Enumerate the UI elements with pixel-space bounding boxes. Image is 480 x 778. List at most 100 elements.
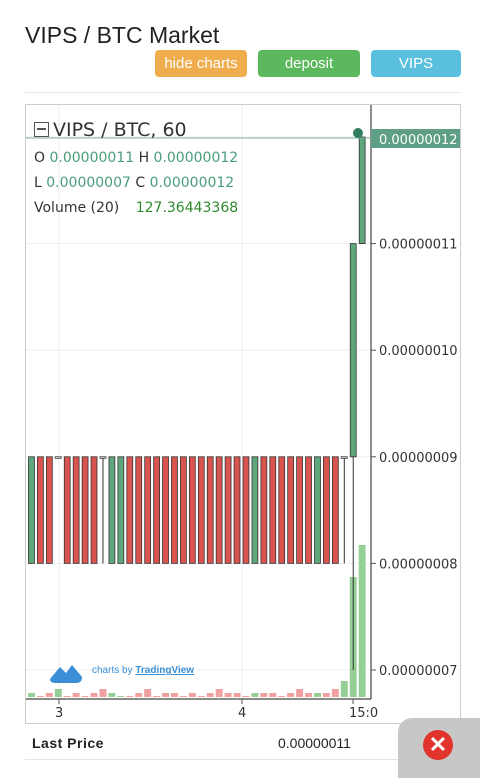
y-tick-label: 0.00000007 bbox=[379, 664, 458, 679]
candle-body bbox=[287, 456, 295, 564]
candle-body bbox=[37, 456, 44, 564]
volume-value: 127.36443368 bbox=[135, 200, 239, 216]
chart-title-text: VIPS / BTC, 60 bbox=[53, 119, 187, 141]
x-tick-label: 15:0 bbox=[349, 706, 378, 721]
volume-bar bbox=[331, 689, 339, 697]
deposit-button[interactable]: deposit VIPS bbox=[258, 50, 360, 99]
y-tick-label: 0.00000009 bbox=[379, 451, 458, 466]
volume-bar bbox=[171, 693, 178, 697]
candle-body bbox=[135, 456, 143, 564]
candle-body bbox=[278, 456, 286, 564]
candle-body bbox=[126, 456, 134, 564]
candle-body bbox=[260, 456, 268, 564]
volume-bar bbox=[99, 689, 107, 697]
volume-bar bbox=[45, 693, 53, 697]
volume-bar bbox=[197, 696, 205, 697]
candle-body bbox=[180, 456, 187, 564]
open-label: O bbox=[34, 150, 46, 166]
candle-body bbox=[215, 456, 223, 564]
volume-bar bbox=[188, 693, 196, 697]
last-price-label: Last Price bbox=[32, 735, 104, 751]
hide-charts-button[interactable]: hide charts bbox=[155, 50, 247, 77]
last-price-tag bbox=[371, 129, 460, 148]
candle-body bbox=[72, 456, 80, 564]
candle-body bbox=[314, 456, 321, 564]
candle-body bbox=[171, 456, 178, 564]
volume-label: Volume (20) bbox=[34, 200, 120, 216]
volume-bar bbox=[322, 693, 330, 697]
volume-bar bbox=[153, 696, 161, 697]
candle-body bbox=[188, 456, 196, 564]
x-tick-label: 4 bbox=[238, 706, 246, 721]
candle-body bbox=[269, 456, 277, 564]
last-price-dot bbox=[353, 128, 363, 138]
last-price-value: 0.00000011 bbox=[278, 735, 351, 751]
candle-body bbox=[224, 456, 232, 564]
divider bbox=[25, 92, 461, 93]
volume-bar bbox=[314, 693, 321, 697]
peers-button[interactable]: VIPS peers bbox=[371, 50, 461, 99]
candle-body bbox=[153, 456, 160, 564]
volume-bar bbox=[215, 689, 223, 697]
high-value: 0.00000012 bbox=[153, 150, 239, 166]
candle-body bbox=[233, 456, 241, 564]
open-value: 0.00000011 bbox=[49, 150, 135, 166]
close-value: 0.00000012 bbox=[149, 175, 235, 191]
candle-body bbox=[197, 456, 205, 564]
low-label: L bbox=[34, 175, 42, 191]
volume-bar bbox=[179, 696, 187, 697]
divider bbox=[25, 759, 461, 760]
volume-bar bbox=[54, 689, 62, 697]
volume-bar bbox=[108, 693, 116, 697]
collapse-legend-icon[interactable] bbox=[34, 122, 49, 137]
y-tick-label: 0.00000011 bbox=[379, 238, 458, 253]
close-icon[interactable]: ✕ bbox=[423, 730, 453, 760]
branding-text: charts by bbox=[92, 665, 133, 676]
volume-bar bbox=[296, 689, 304, 697]
candle-body bbox=[296, 456, 303, 564]
tradingview-link[interactable]: TradingView bbox=[135, 665, 195, 676]
volume-bar bbox=[305, 693, 313, 697]
y-tick-label: 0.00000008 bbox=[379, 557, 458, 572]
volume-bar bbox=[242, 696, 250, 697]
volume-bar bbox=[126, 696, 134, 697]
volume-bar bbox=[233, 693, 241, 697]
volume-bar bbox=[287, 693, 295, 697]
candle-body bbox=[63, 456, 71, 564]
candle-body bbox=[340, 456, 348, 459]
volume-bar bbox=[144, 689, 152, 697]
candle-body bbox=[305, 456, 312, 564]
candle-body bbox=[251, 456, 259, 564]
volume-bar bbox=[278, 696, 286, 697]
volume-bar bbox=[224, 693, 232, 697]
volume-bar bbox=[269, 693, 277, 697]
chart-canvas[interactable]: 0.00000012 0.00000011 0.00000010 0.00000009… bbox=[26, 105, 460, 723]
candle-body bbox=[331, 456, 339, 564]
candle-body bbox=[99, 456, 107, 459]
chart-title: VIPS / BTC, 60 bbox=[34, 119, 187, 141]
tradingview-logo-icon[interactable] bbox=[48, 661, 84, 685]
tradingview-branding[interactable]: charts by TradingView bbox=[92, 665, 194, 676]
volume-bar bbox=[206, 693, 214, 697]
candle-body bbox=[45, 456, 53, 564]
price-chart[interactable]: 0.00000012 0.00000011 0.00000010 0.00000009… bbox=[25, 104, 461, 724]
candle-body bbox=[206, 456, 214, 564]
y-tick-label: 0.00000010 bbox=[379, 344, 458, 359]
volume-bar bbox=[36, 696, 44, 697]
last-price-tag-label: 0.00000012 bbox=[379, 133, 458, 148]
close-label: C bbox=[135, 175, 146, 191]
candle-body bbox=[90, 456, 98, 564]
volume-bar bbox=[162, 693, 170, 697]
close-panel-button[interactable]: ✕ bbox=[398, 718, 480, 778]
candle-body bbox=[323, 456, 330, 564]
candle-body bbox=[28, 456, 35, 564]
volume-bar bbox=[135, 693, 143, 697]
candle-body bbox=[117, 456, 125, 564]
volume-bar bbox=[72, 693, 80, 697]
volume-bar bbox=[340, 681, 348, 697]
volume-bar bbox=[358, 545, 366, 697]
volume-bar bbox=[81, 696, 89, 697]
x-tick-label: 3 bbox=[55, 706, 63, 721]
ohlc-row-1: O 0.00000011 H 0.00000012 bbox=[34, 150, 238, 166]
candle-body bbox=[162, 456, 169, 564]
